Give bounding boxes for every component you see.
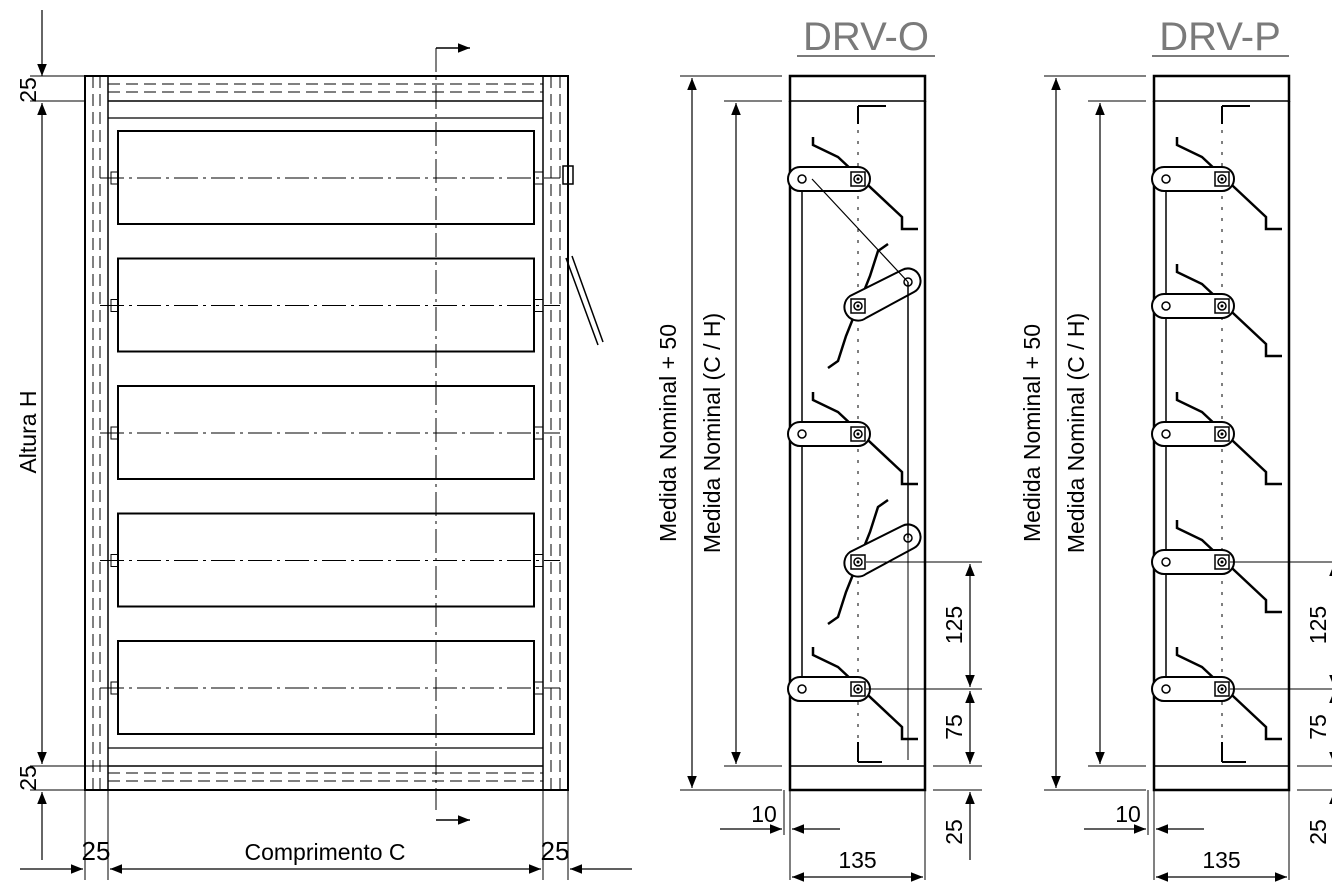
outer-size-label: Medida Nominal + 50	[655, 324, 681, 542]
blade	[100, 130, 560, 225]
front-view: 25 Altura H 25 25 Comprimento C 25	[15, 10, 632, 880]
section-blade	[1151, 264, 1282, 358]
blade	[100, 385, 560, 480]
section-blade	[787, 392, 918, 486]
flange-dim: 25	[941, 819, 967, 845]
height-label: Altura H	[15, 390, 41, 473]
blade-pitch-dim: 125	[941, 606, 967, 644]
end-blade-dim: 75	[941, 714, 967, 740]
blade	[100, 640, 560, 735]
end-blade-dim: 75	[1305, 714, 1331, 740]
dim-bottom-frame: 25	[15, 765, 108, 860]
frame-top-channel	[788, 74, 927, 102]
frame-bottom-channel	[788, 766, 927, 792]
section-blade	[787, 647, 918, 741]
dim-right-frame-text: 25	[541, 836, 570, 866]
inner-size-label: Medida Nominal (C / H)	[1063, 313, 1089, 553]
section-blade	[1151, 137, 1282, 231]
depth-dim: 135	[1202, 847, 1240, 873]
section-drv-o: DRV-O Medida Nominal + 50 Medida Nominal …	[655, 15, 982, 882]
flange-dim: 25	[1305, 819, 1331, 845]
dim-top-frame: 25	[15, 10, 85, 103]
dim-top-frame-text: 25	[15, 77, 41, 103]
lip-dim: 10	[751, 801, 777, 827]
dim-length: 25 Comprimento C 25	[20, 790, 632, 880]
section-blade	[1151, 647, 1282, 741]
outer-size-label: Medida Nominal + 50	[1019, 324, 1045, 542]
depth-dim: 135	[838, 847, 876, 873]
dim-bottom-frame-text: 25	[15, 765, 41, 791]
actuator-handle	[562, 165, 604, 346]
drv-p-title: DRV-P	[1159, 15, 1281, 59]
outer-frame	[84, 75, 569, 791]
section-drv-p: DRV-P Medida Nominal + 50 Medida Nominal …	[1019, 15, 1332, 882]
frame-top-channel	[1152, 74, 1291, 102]
inner-size-label: Medida Nominal (C / H)	[699, 313, 725, 553]
length-label: Comprimento C	[244, 839, 405, 865]
frame-bottom-channel	[1152, 766, 1291, 792]
section-blade	[1151, 392, 1282, 486]
lip-dim: 10	[1115, 801, 1141, 827]
section-blade	[827, 498, 922, 760]
section-blade	[1151, 520, 1282, 614]
blade	[100, 257, 560, 353]
hidden-lines	[92, 76, 561, 790]
blades	[100, 130, 560, 735]
blade	[100, 512, 560, 608]
dim-height: Altura H	[15, 103, 47, 764]
dim-left-frame-text: 25	[82, 836, 111, 866]
section-blade	[827, 242, 922, 370]
drv-o-title: DRV-O	[803, 15, 929, 59]
blade-pitch-dim: 125	[1305, 606, 1331, 644]
section-blade	[787, 137, 918, 231]
